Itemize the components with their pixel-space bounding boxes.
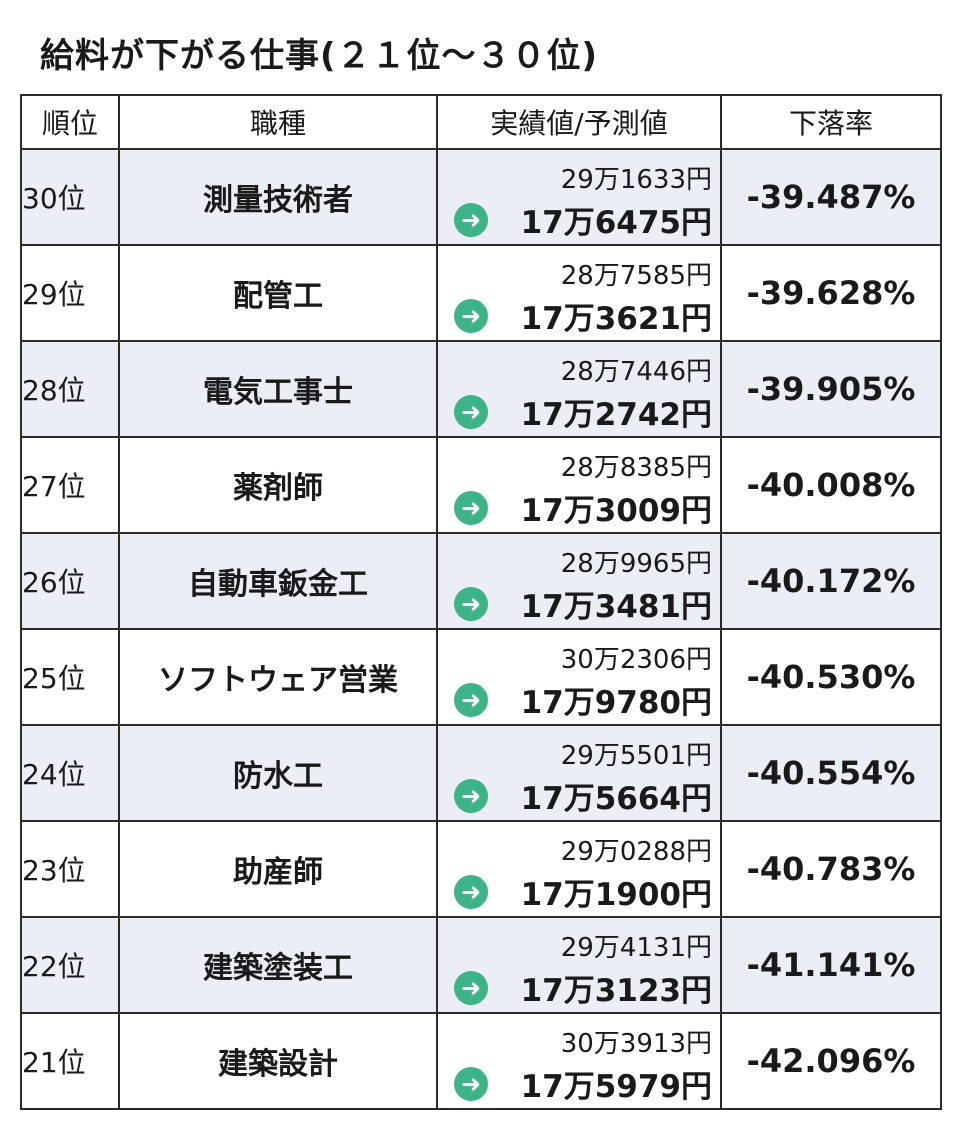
decline-rate-cell: -39.628% <box>720 244 942 342</box>
forecast-salary: 17万2742円 <box>520 397 712 433</box>
salary-values-cell: 30万3913円 ➜ 17万5979円 <box>436 1012 722 1110</box>
rank-cell: 24位 <box>20 724 120 822</box>
salary-values-cell: 28万8385円 ➜ 17万3009円 <box>436 436 722 534</box>
decline-rate-cell: -40.530% <box>720 628 942 726</box>
forecast-salary: 17万3009円 <box>520 493 712 529</box>
decline-rate-cell: -39.487% <box>720 148 942 246</box>
header-rank: 順位 <box>20 94 120 150</box>
job-title-cell: 自動車鈑金工 <box>118 532 438 630</box>
salary-values: 29万1633円 ➜ 17万6475円 <box>438 151 720 243</box>
forecast-salary: 17万9780円 <box>520 685 712 721</box>
arrow-right-circle-icon: ➜ <box>454 971 488 1005</box>
rank-cell: 26位 <box>20 532 120 630</box>
table-row: 30位 測量技術者 29万1633円 ➜ 17万6475円 -39.487% <box>20 148 942 246</box>
rank-cell: 30位 <box>20 148 120 246</box>
table-row: 22位 建築塗装工 29万4131円 ➜ 17万3123円 -41.141% <box>20 916 942 1014</box>
salary-values: 30万2306円 ➜ 17万9780円 <box>438 631 720 723</box>
salary-values-cell: 30万2306円 ➜ 17万9780円 <box>436 628 722 726</box>
job-title-cell: 測量技術者 <box>118 148 438 246</box>
rank-cell: 21位 <box>20 1012 120 1110</box>
header-values: 実績値/予測値 <box>436 94 722 150</box>
rank-cell: 28位 <box>20 340 120 438</box>
header-rate: 下落率 <box>720 94 942 150</box>
forecast-salary: 17万5979円 <box>520 1069 712 1105</box>
actual-salary: 29万4131円 <box>560 933 712 963</box>
table-row: 25位 ソフトウェア営業 30万2306円 ➜ 17万9780円 -40.530% <box>20 628 942 726</box>
actual-salary: 28万9965円 <box>560 549 712 579</box>
salary-values: 29万5501円 ➜ 17万5664円 <box>438 727 720 819</box>
actual-salary: 29万5501円 <box>560 741 712 771</box>
salary-values: 29万4131円 ➜ 17万3123円 <box>438 919 720 1011</box>
arrow-right-circle-icon: ➜ <box>454 203 488 237</box>
table-row: 28位 電気工事士 28万7446円 ➜ 17万2742円 -39.905% <box>20 340 942 438</box>
decline-rate-cell: -40.172% <box>720 532 942 630</box>
forecast-salary: 17万3123円 <box>520 973 712 1009</box>
decline-rate-cell: -40.554% <box>720 724 942 822</box>
arrow-right-circle-icon: ➜ <box>454 779 488 813</box>
rank-cell: 22位 <box>20 916 120 1014</box>
job-title-cell: 防水工 <box>118 724 438 822</box>
arrow-right-circle-icon: ➜ <box>454 491 488 525</box>
salary-values: 28万7446円 ➜ 17万2742円 <box>438 343 720 435</box>
decline-rate-cell: -42.096% <box>720 1012 942 1110</box>
forecast-salary: 17万1900円 <box>520 877 712 913</box>
salary-values: 28万7585円 ➜ 17万3621円 <box>438 247 720 339</box>
table-header-row: 順位 職種 実績値/予測値 下落率 <box>20 94 942 150</box>
job-title-cell: 配管工 <box>118 244 438 342</box>
arrow-right-circle-icon: ➜ <box>454 875 488 909</box>
salary-values: 28万8385円 ➜ 17万3009円 <box>438 439 720 531</box>
actual-salary: 28万7585円 <box>560 261 712 291</box>
rank-cell: 25位 <box>20 628 120 726</box>
decline-rate-cell: -40.008% <box>720 436 942 534</box>
rank-cell: 27位 <box>20 436 120 534</box>
job-title-cell: 助産師 <box>118 820 438 918</box>
salary-values: 30万3913円 ➜ 17万5979円 <box>438 1015 720 1107</box>
decline-rate-cell: -39.905% <box>720 340 942 438</box>
salary-values-cell: 29万4131円 ➜ 17万3123円 <box>436 916 722 1014</box>
arrow-right-circle-icon: ➜ <box>454 299 488 333</box>
table-row: 23位 助産師 29万0288円 ➜ 17万1900円 -40.783% <box>20 820 942 918</box>
actual-salary: 30万2306円 <box>560 645 712 675</box>
arrow-right-circle-icon: ➜ <box>454 1067 488 1101</box>
decline-rate-cell: -41.141% <box>720 916 942 1014</box>
salary-values-cell: 29万0288円 ➜ 17万1900円 <box>436 820 722 918</box>
rank-cell: 23位 <box>20 820 120 918</box>
actual-salary: 28万7446円 <box>560 357 712 387</box>
decline-rate-cell: -40.783% <box>720 820 942 918</box>
salary-values: 29万0288円 ➜ 17万1900円 <box>438 823 720 915</box>
arrow-right-circle-icon: ➜ <box>454 587 488 621</box>
job-title-cell: 電気工事士 <box>118 340 438 438</box>
salary-values-cell: 28万7585円 ➜ 17万3621円 <box>436 244 722 342</box>
job-title-cell: 建築設計 <box>118 1012 438 1110</box>
forecast-salary: 17万5664円 <box>520 781 712 817</box>
salary-values-cell: 29万1633円 ➜ 17万6475円 <box>436 148 722 246</box>
rank-cell: 29位 <box>20 244 120 342</box>
salary-values-cell: 28万7446円 ➜ 17万2742円 <box>436 340 722 438</box>
actual-salary: 28万8385円 <box>560 453 712 483</box>
actual-salary: 30万3913円 <box>560 1029 712 1059</box>
job-title-cell: ソフトウェア営業 <box>118 628 438 726</box>
ranking-table: 順位 職種 実績値/予測値 下落率 30位 測量技術者 29万1633円 ➜ 17万64… <box>20 94 942 1110</box>
page-title: 給料が下がる仕事(２１位～３０位) <box>40 36 599 76</box>
forecast-salary: 17万3481円 <box>520 589 712 625</box>
forecast-salary: 17万3621円 <box>520 301 712 337</box>
arrow-right-circle-icon: ➜ <box>454 395 488 429</box>
table-row: 29位 配管工 28万7585円 ➜ 17万3621円 -39.628% <box>20 244 942 342</box>
job-title-cell: 建築塗装工 <box>118 916 438 1014</box>
job-title-cell: 薬剤師 <box>118 436 438 534</box>
salary-values-cell: 28万9965円 ➜ 17万3481円 <box>436 532 722 630</box>
header-job: 職種 <box>118 94 438 150</box>
salary-values: 28万9965円 ➜ 17万3481円 <box>438 535 720 627</box>
table-row: 21位 建築設計 30万3913円 ➜ 17万5979円 -42.096% <box>20 1012 942 1110</box>
salary-values-cell: 29万5501円 ➜ 17万5664円 <box>436 724 722 822</box>
arrow-right-circle-icon: ➜ <box>454 683 488 717</box>
actual-salary: 29万0288円 <box>560 837 712 867</box>
table-row: 26位 自動車鈑金工 28万9965円 ➜ 17万3481円 -40.172% <box>20 532 942 630</box>
table-row: 27位 薬剤師 28万8385円 ➜ 17万3009円 -40.008% <box>20 436 942 534</box>
actual-salary: 29万1633円 <box>560 165 712 195</box>
forecast-salary: 17万6475円 <box>520 205 712 241</box>
table-row: 24位 防水工 29万5501円 ➜ 17万5664円 -40.554% <box>20 724 942 822</box>
